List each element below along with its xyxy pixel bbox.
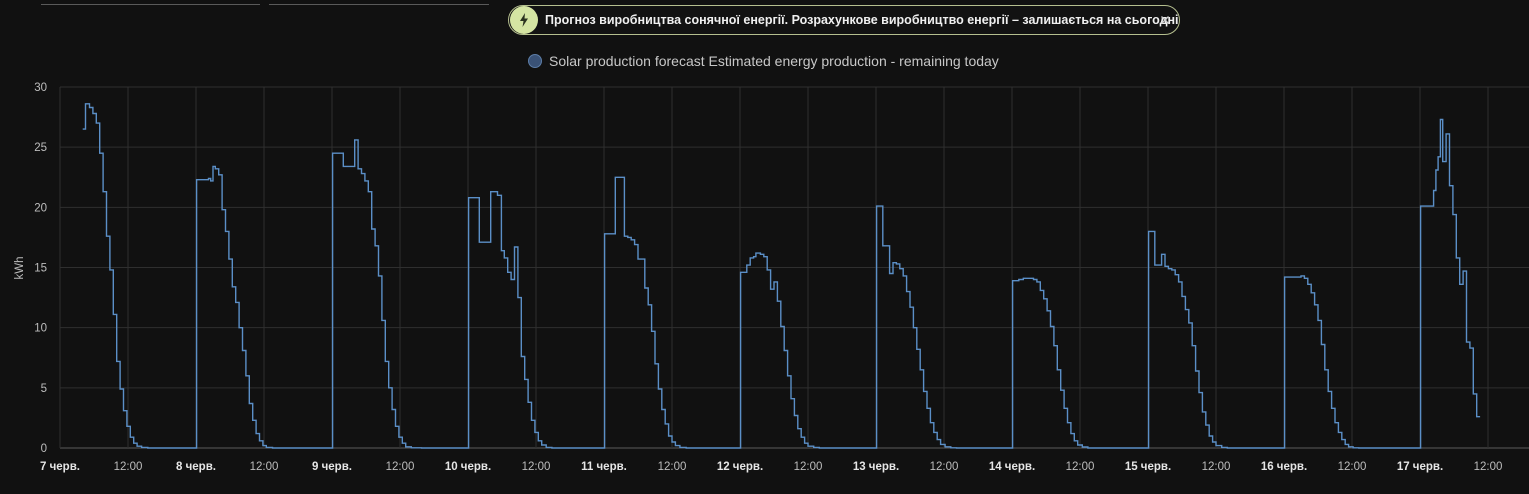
x-tick-label: 12:00	[1066, 461, 1095, 473]
y-tick-label: 0	[41, 443, 47, 455]
y-tick-label: 5	[41, 383, 47, 395]
series-day-segment	[467, 191, 604, 449]
x-tick-label: 7 черв.	[40, 461, 80, 473]
x-axis-ticks: 7 черв. 12:00 8 черв. 12:00 9 черв. 12:00 10 ч…	[40, 461, 1502, 473]
legend-swatch	[528, 54, 542, 68]
x-tick-label: 14 черв.	[989, 461, 1035, 473]
series-day-segment	[875, 205, 1012, 449]
y-tick-label: 15	[34, 263, 47, 275]
entity-chip[interactable]: Прогноз виробництва сонячної енергії. Ро…	[508, 5, 1180, 35]
x-tick-label: 12:00	[794, 461, 823, 473]
x-tick-label: 12:00	[114, 461, 143, 473]
x-tick-label: 12:00	[522, 461, 551, 473]
x-tick-label: 15 черв.	[1125, 461, 1171, 473]
x-tick-label: 12:00	[250, 461, 279, 473]
chart-grid	[59, 86, 1529, 449]
x-tick-label: 12:00	[1474, 461, 1503, 473]
series-day-segment	[1011, 277, 1148, 449]
y-tick-label: 30	[34, 82, 47, 94]
series-day-segment	[195, 165, 332, 449]
y-axis-label: kWh	[14, 257, 26, 280]
x-tick-label: 12 черв.	[717, 461, 763, 473]
x-tick-label: 12:00	[658, 461, 687, 473]
x-tick-label: 12:00	[1338, 461, 1367, 473]
y-tick-label: 10	[34, 323, 47, 335]
chart-legend-item[interactable]: Solar production forecast Estimated ener…	[528, 53, 999, 69]
series-day-segment	[1147, 230, 1284, 449]
x-tick-label: 16 черв.	[1261, 461, 1307, 473]
series-day-segment	[739, 252, 876, 449]
x-tick-label: 12:00	[930, 461, 959, 473]
series-group	[82, 103, 1481, 449]
legend-label: Solar production forecast Estimated ener…	[549, 53, 999, 69]
x-tick-label: 12:00	[1202, 461, 1231, 473]
y-tick-label: 25	[34, 142, 47, 154]
series-day-segment	[1419, 118, 1481, 449]
x-tick-label: 13 черв.	[853, 461, 899, 473]
series-day-segment	[331, 139, 468, 449]
series-day-segment	[1283, 275, 1420, 449]
series-line	[82, 103, 1481, 449]
x-tick-label: 11 черв.	[581, 461, 627, 473]
x-tick-label: 9 черв.	[312, 461, 352, 473]
y-tick-label: 20	[34, 202, 47, 214]
series-day-segment	[603, 176, 740, 449]
close-icon[interactable]	[1157, 12, 1173, 28]
top-divider-left	[41, 4, 260, 5]
x-tick-label: 12:00	[386, 461, 415, 473]
x-tick-label: 10 черв.	[445, 461, 491, 473]
chip-label: Прогноз виробництва сонячної енергії. Ро…	[545, 13, 1179, 27]
lightning-bolt-icon	[510, 6, 538, 34]
x-tick-label: 8 черв.	[176, 461, 216, 473]
x-tick-label: 17 черв.	[1397, 461, 1443, 473]
top-dividers	[0, 0, 1529, 8]
top-divider-right	[269, 4, 489, 5]
series-day-segment	[82, 103, 196, 449]
y-axis-ticks: 0 5 10 15 20 25 30	[34, 82, 47, 455]
